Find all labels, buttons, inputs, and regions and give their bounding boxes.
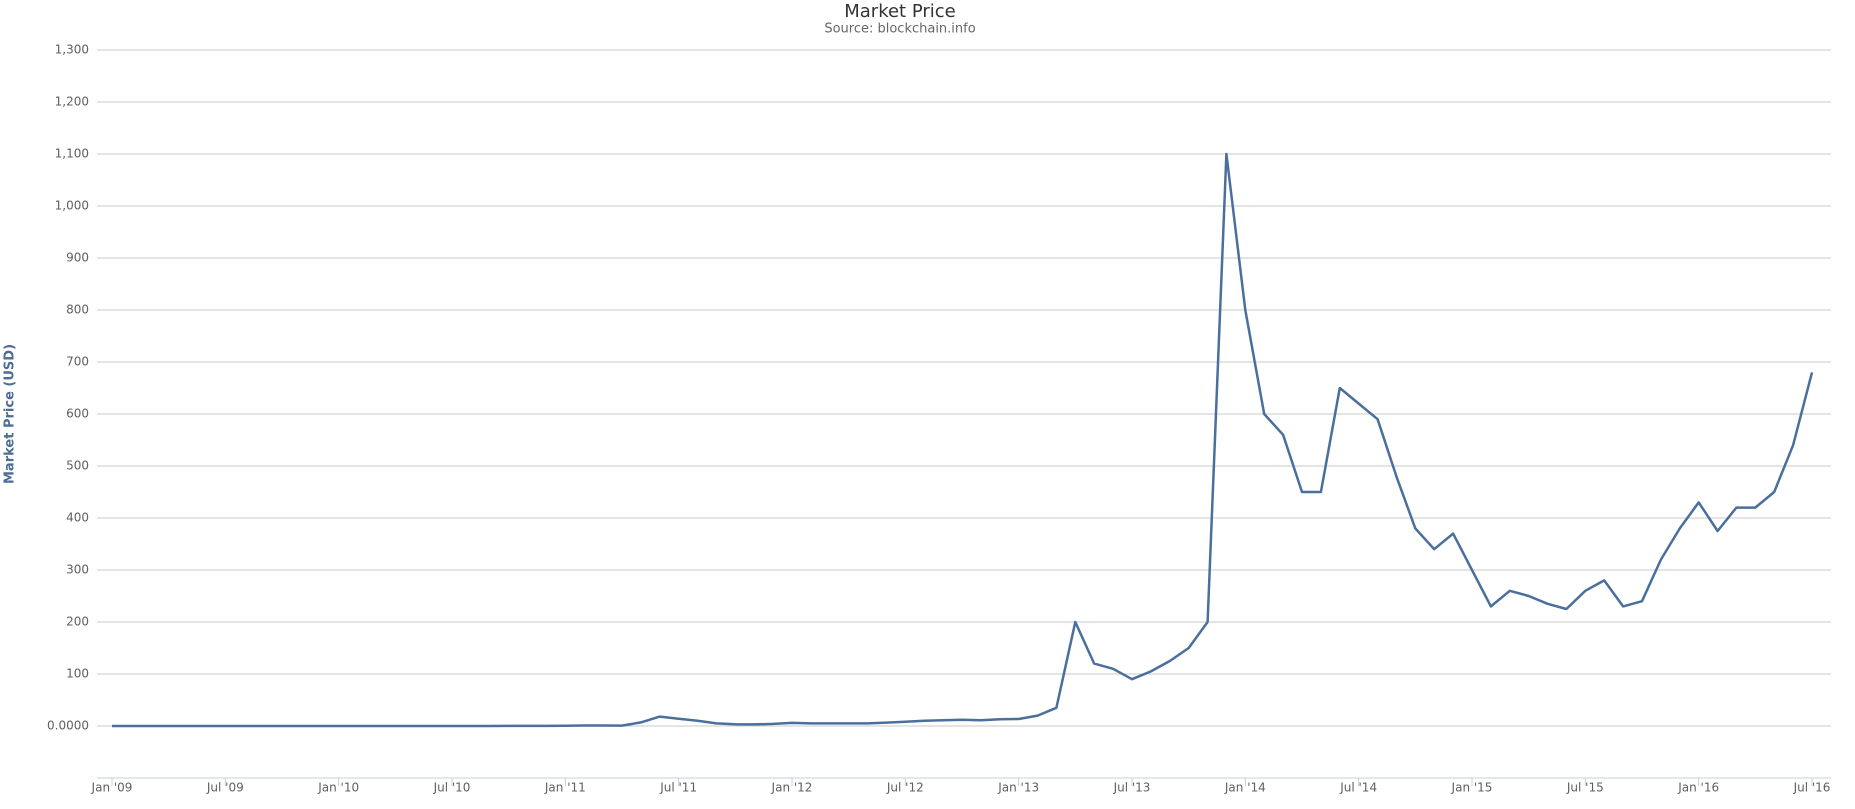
price-line [112, 152, 1814, 728]
x-tick-label: Jul '15 [1566, 781, 1604, 795]
y-tick-label: 0.0000 [47, 719, 89, 733]
chart-subtitle: Source: blockchain.info [824, 22, 975, 37]
y-tick-label: 600 [66, 407, 89, 421]
x-tick-label: Jan '11 [544, 781, 586, 795]
y-tick-label: 400 [66, 511, 89, 525]
y-tick-label: 1,200 [55, 95, 89, 109]
x-tick-label: Jul '11 [659, 781, 697, 795]
y-tick-label: 900 [66, 251, 89, 265]
chart-title: Market Price [844, 1, 956, 22]
y-tick-label: 1,100 [55, 147, 89, 161]
y-tick-label: 1,000 [55, 199, 89, 213]
x-tick-label: Jul '09 [206, 781, 244, 795]
x-tick-label: Jan '14 [1224, 781, 1266, 795]
y-tick-label: 500 [66, 459, 89, 473]
x-tick-label: Jan '13 [997, 781, 1039, 795]
y-tick-label: 200 [66, 615, 89, 629]
x-tick-label: Jan '16 [1677, 781, 1719, 795]
x-tick-label: Jul '13 [1113, 781, 1151, 795]
x-tick-label: Jan '09 [91, 781, 133, 795]
y-tick-label: 800 [66, 303, 89, 317]
y-tick-label: 100 [66, 667, 89, 681]
x-tick-label: Jan '12 [771, 781, 813, 795]
x-tick-label: Jul '12 [886, 781, 924, 795]
y-tick-label: 1,300 [55, 43, 89, 57]
x-tick-label: Jul '14 [1339, 781, 1377, 795]
y-tick-label: 300 [66, 563, 89, 577]
x-tick-label: Jul '16 [1793, 781, 1831, 795]
y-axis-title: Market Price (USD) [3, 344, 18, 484]
y-tick-label: 700 [66, 355, 89, 369]
x-tick-label: Jan '15 [1451, 781, 1493, 795]
x-tick-label: Jul '10 [433, 781, 471, 795]
x-tick-label: Jan '10 [317, 781, 359, 795]
